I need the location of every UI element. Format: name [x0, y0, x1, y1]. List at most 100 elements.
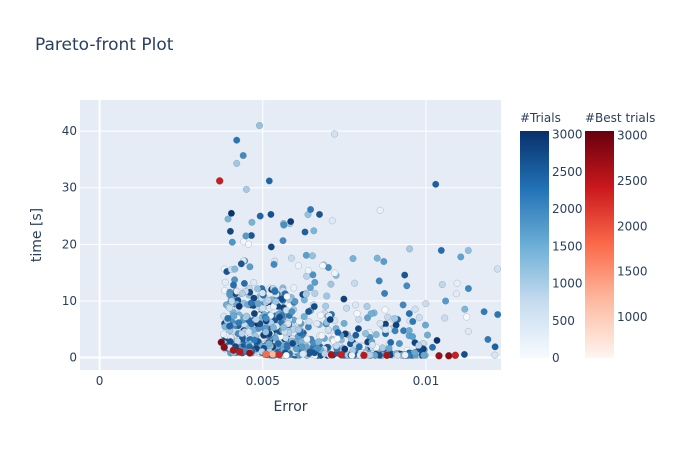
trial-point[interactable]	[242, 185, 250, 193]
trial-point[interactable]	[392, 321, 400, 329]
trial-point[interactable]	[334, 329, 342, 336]
trial-point[interactable]	[343, 304, 351, 312]
trial-point[interactable]	[406, 245, 414, 253]
trial-point[interactable]	[422, 321, 429, 329]
trial-point[interactable]	[331, 130, 339, 138]
trial-point[interactable]	[271, 288, 279, 296]
trial-point[interactable]	[409, 318, 417, 325]
trial-point[interactable]	[373, 254, 381, 262]
trial-point[interactable]	[394, 351, 401, 359]
trial-point[interactable]	[352, 331, 360, 339]
trial-point[interactable]	[274, 340, 282, 347]
trial-point[interactable]	[363, 302, 371, 310]
trial-point[interactable]	[240, 279, 248, 287]
trial-point[interactable]	[340, 319, 348, 327]
trial-point[interactable]	[324, 326, 332, 334]
trial-point[interactable]	[230, 281, 237, 289]
trial-point[interactable]	[457, 253, 465, 261]
best-trial-point[interactable]	[229, 346, 238, 354]
best-trial-point[interactable]	[246, 349, 254, 357]
trial-point[interactable]	[279, 237, 287, 245]
trial-point[interactable]	[437, 246, 445, 254]
trial-point[interactable]	[294, 262, 302, 270]
trial-point[interactable]	[452, 290, 460, 298]
trial-point[interactable]	[230, 312, 238, 320]
trial-point[interactable]	[235, 302, 243, 310]
trial-point[interactable]	[262, 314, 270, 322]
trial-point[interactable]	[376, 206, 384, 214]
trial-point[interactable]	[460, 350, 468, 358]
best-trial-point[interactable]	[236, 348, 244, 356]
trial-point[interactable]	[287, 218, 295, 225]
trial-point[interactable]	[259, 289, 266, 297]
trial-point[interactable]	[317, 311, 325, 319]
trial-point[interactable]	[276, 313, 283, 321]
trial-point[interactable]	[301, 228, 309, 236]
trial-point[interactable]	[254, 300, 262, 308]
trial-point[interactable]	[461, 305, 469, 313]
trial-point[interactable]	[290, 284, 298, 292]
trial-point[interactable]	[283, 343, 291, 351]
trial-point[interactable]	[269, 324, 277, 332]
trial-point[interactable]	[391, 315, 399, 322]
trial-point[interactable]	[299, 350, 307, 358]
trial-point[interactable]	[387, 338, 395, 346]
trial-point[interactable]	[381, 326, 389, 334]
trial-point[interactable]	[305, 308, 313, 315]
trial-point[interactable]	[362, 330, 369, 337]
trial-point[interactable]	[353, 310, 361, 317]
trial-point[interactable]	[237, 260, 245, 268]
trial-point[interactable]	[442, 297, 450, 305]
trial-point[interactable]	[432, 180, 440, 188]
best-trial-point[interactable]	[445, 352, 453, 360]
trial-point[interactable]	[351, 279, 359, 287]
trial-point[interactable]	[322, 302, 330, 310]
trial-point[interactable]	[302, 251, 310, 259]
trial-point[interactable]	[313, 320, 321, 328]
best-trial-point[interactable]	[360, 351, 368, 359]
trial-point[interactable]	[224, 215, 232, 223]
trial-point[interactable]	[250, 310, 258, 318]
trial-point[interactable]	[220, 330, 228, 338]
trial-point[interactable]	[242, 232, 250, 240]
trial-point[interactable]	[411, 349, 419, 357]
trial-point[interactable]	[265, 339, 273, 347]
trial-point[interactable]	[401, 351, 409, 359]
trial-point[interactable]	[305, 318, 313, 326]
trial-point[interactable]	[405, 327, 413, 334]
trial-point[interactable]	[238, 289, 246, 297]
trial-point[interactable]	[405, 310, 413, 318]
trial-point[interactable]	[288, 308, 296, 316]
trial-point[interactable]	[352, 301, 360, 309]
trial-point[interactable]	[399, 301, 407, 309]
trial-point[interactable]	[318, 332, 326, 340]
best-trial-point[interactable]	[262, 350, 270, 358]
trial-point[interactable]	[227, 209, 235, 217]
trial-point[interactable]	[340, 295, 348, 303]
trial-point[interactable]	[303, 335, 311, 343]
trial-point[interactable]	[441, 314, 449, 322]
trial-point[interactable]	[433, 336, 441, 344]
trial-point[interactable]	[250, 279, 258, 286]
trial-point[interactable]	[464, 328, 472, 335]
trial-point[interactable]	[464, 285, 472, 292]
trial-point[interactable]	[295, 317, 303, 325]
trial-point[interactable]	[302, 290, 310, 298]
trial-point[interactable]	[395, 340, 403, 348]
trial-point[interactable]	[283, 293, 291, 301]
trial-point[interactable]	[367, 310, 375, 318]
trial-point[interactable]	[341, 345, 349, 353]
best-trial-point[interactable]	[220, 343, 228, 352]
trial-point[interactable]	[385, 344, 393, 352]
trial-point[interactable]	[233, 159, 241, 167]
trial-point[interactable]	[233, 136, 241, 144]
trial-point[interactable]	[438, 281, 446, 288]
trial-point[interactable]	[372, 331, 380, 338]
trial-point[interactable]	[226, 291, 234, 299]
trial-point[interactable]	[348, 351, 356, 359]
trial-point[interactable]	[368, 341, 376, 349]
trial-point[interactable]	[307, 206, 315, 213]
best-trial-point[interactable]	[337, 351, 345, 359]
trial-point[interactable]	[463, 313, 471, 321]
trial-point[interactable]	[319, 262, 327, 270]
